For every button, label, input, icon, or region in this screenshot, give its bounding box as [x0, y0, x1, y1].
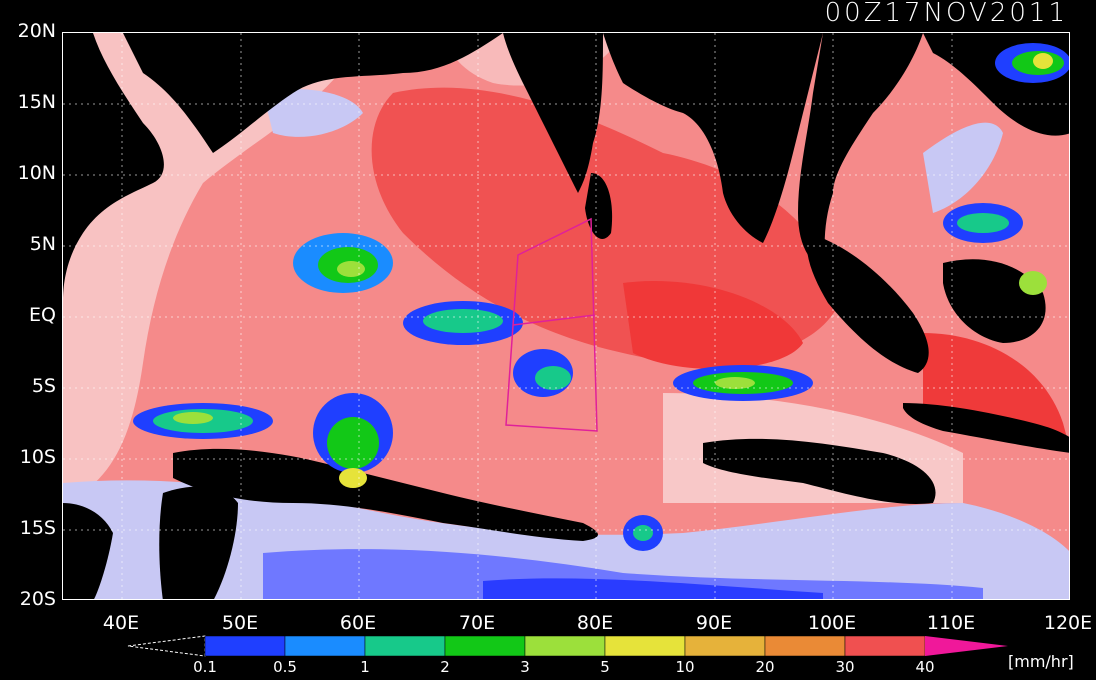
land-myanmar	[798, 33, 923, 273]
dry-patch-south	[173, 448, 598, 541]
colorbar-segment	[444, 635, 526, 657]
land-java	[903, 403, 1069, 453]
rain-cluster-mid	[513, 349, 573, 397]
colorbar-segment	[524, 635, 606, 657]
colorbar-arrow-high	[925, 636, 1008, 656]
land-india	[503, 33, 603, 193]
lon-label-80e: 80E	[576, 612, 614, 634]
colorbar-segment	[604, 635, 686, 657]
analysis-box	[505, 217, 598, 432]
colorbar-unit: [mm/hr]	[1008, 652, 1074, 671]
colorbar-label-2: 2	[440, 658, 450, 676]
colorbar-segments	[204, 635, 926, 657]
lon-label-40e: 40E	[102, 612, 140, 634]
colorbar	[127, 635, 1008, 657]
colorbar-label-3: 3	[520, 658, 530, 676]
land-madagascar	[159, 486, 238, 599]
land-mozambique	[63, 503, 113, 599]
lon-label-110e: 110E	[926, 612, 976, 634]
rain-cluster-south	[623, 515, 663, 551]
colorbar-arrow-low	[127, 635, 206, 657]
lat-label-15s: 15S	[19, 517, 56, 539]
rain-cluster-northeast	[995, 43, 1069, 83]
land-arabia	[123, 33, 503, 153]
lon-label-70e: 70E	[458, 612, 496, 634]
colorbar-label-40: 40	[915, 658, 935, 676]
lon-label-60e: 60E	[339, 612, 377, 634]
rain-cluster-west	[133, 403, 273, 439]
rain-cluster-north	[293, 233, 393, 293]
colorbar-label-0.1: 0.1	[193, 658, 217, 676]
land-horn-of-africa	[63, 33, 164, 303]
lat-label-20s: 20S	[19, 588, 56, 610]
lon-label-100e: 100E	[807, 612, 857, 634]
colorbar-segment	[364, 635, 446, 657]
rain-cluster-central	[313, 393, 393, 488]
colorbar-segment	[684, 635, 766, 657]
map-svg	[63, 33, 1069, 599]
lat-label-eq: EQ	[29, 304, 56, 326]
rain-cluster-equator	[403, 301, 523, 345]
colorbar-segment	[764, 635, 846, 657]
colorbar-segment	[844, 635, 926, 657]
rain-cluster-sumatra	[943, 203, 1047, 295]
colorbar-label-10: 10	[675, 658, 695, 676]
lat-label-10s: 10S	[19, 446, 56, 468]
lon-label-50e: 50E	[221, 612, 259, 634]
colorbar-segment	[284, 635, 366, 657]
land-bay-of-bengal-rim	[603, 33, 823, 243]
colorbar-label-0.5: 0.5	[273, 658, 297, 676]
colorbar-label-5: 5	[600, 658, 610, 676]
map-gridlines	[63, 33, 1069, 599]
deep-blue-zone	[483, 578, 823, 599]
colorbar-label-30: 30	[835, 658, 855, 676]
precipitation-map	[62, 32, 1070, 600]
lat-label-5n: 5N	[29, 233, 56, 255]
dry-patch-southeast	[703, 438, 936, 504]
cool-zone-scs	[923, 122, 1003, 213]
lat-label-15n: 15N	[17, 91, 56, 113]
rain-cluster-east	[673, 365, 813, 401]
blue-zone-south	[263, 549, 983, 599]
lat-label-5s: 5S	[31, 375, 56, 397]
lon-label-90e: 90E	[695, 612, 733, 634]
hot-zone-east	[623, 281, 803, 370]
lat-label-20n: 20N	[17, 20, 56, 42]
lon-label-120e: 120E	[1043, 612, 1093, 634]
cool-zone-arabian	[263, 89, 363, 137]
colorbar-label-20: 20	[755, 658, 775, 676]
timestamp: 00Z17NOV2011	[824, 0, 1068, 28]
lat-label-10n: 10N	[17, 162, 56, 184]
colorbar-segment	[204, 635, 286, 657]
analysis-box-divider	[512, 314, 596, 326]
land-sumatra	[806, 233, 929, 373]
colorbar-label-1: 1	[360, 658, 370, 676]
